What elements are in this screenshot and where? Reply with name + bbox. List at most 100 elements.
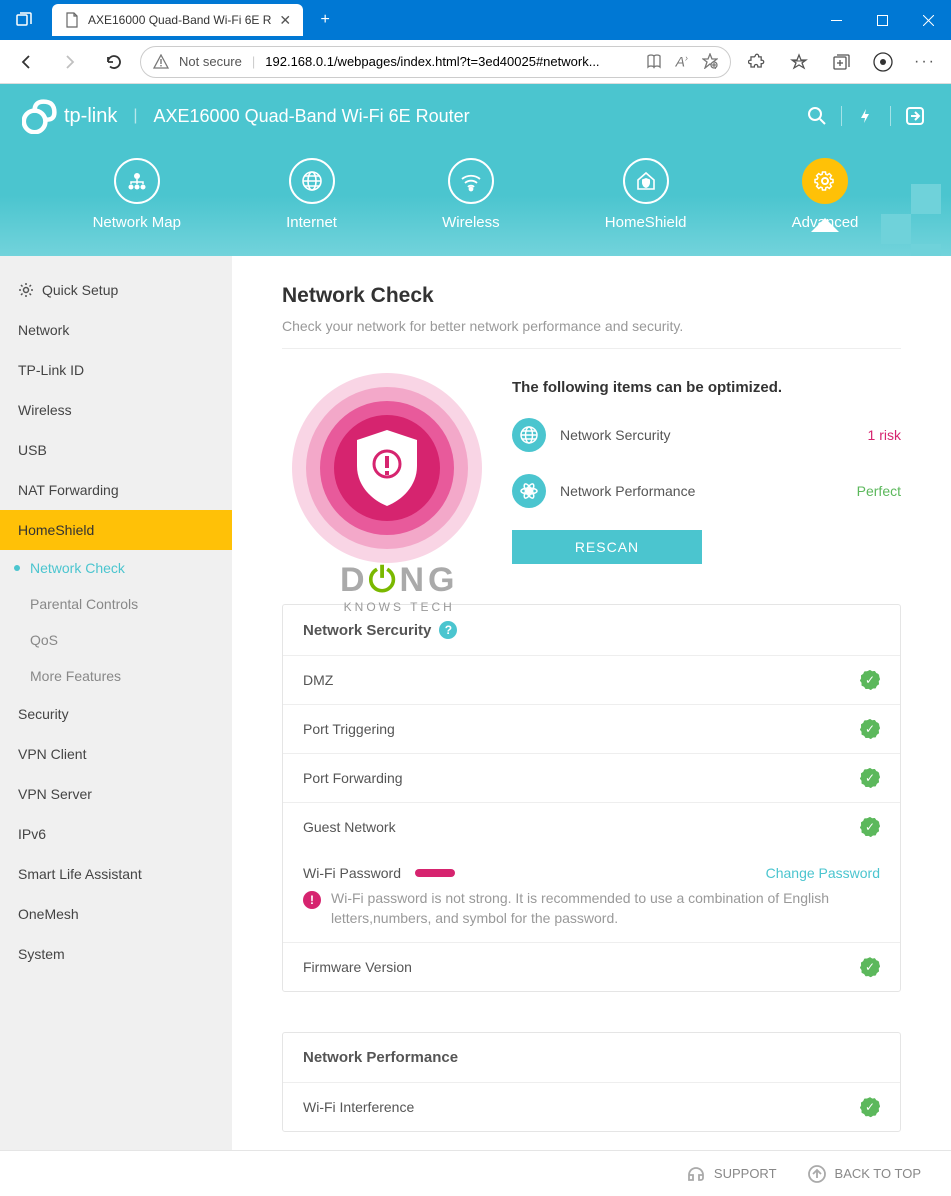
warning-icon: ! xyxy=(303,891,321,909)
app-header: tp-link | AXE16000 Quad-Band Wi-Fi 6E Ro… xyxy=(0,84,951,256)
favorites-icon[interactable] xyxy=(781,44,817,80)
home-shield-icon xyxy=(623,158,669,204)
sidebar: Quick SetupNetworkTP-Link IDWirelessUSBN… xyxy=(0,256,232,1150)
forward-button[interactable] xyxy=(52,44,88,80)
ok-badge: ✓ xyxy=(860,957,880,977)
sidebar-item-usb[interactable]: USB xyxy=(0,430,232,470)
check-row: Wi-Fi Interference✓ xyxy=(283,1083,900,1131)
browser-tab[interactable]: AXE16000 Quad-Band Wi-Fi 6E R ✕ xyxy=(52,4,303,36)
gear-icon xyxy=(802,158,848,204)
profile-icon[interactable] xyxy=(865,44,901,80)
optimize-row: Network Sercurity1 risk xyxy=(512,418,901,452)
globe-icon xyxy=(512,418,546,452)
support-link[interactable]: SUPPORT xyxy=(686,1164,777,1184)
sitemap-icon xyxy=(114,158,160,204)
optimize-row: Network PerformancePerfect xyxy=(512,474,901,508)
sidebar-sub-qos[interactable]: QoS xyxy=(0,622,232,658)
refresh-button[interactable] xyxy=(96,44,132,80)
text-size-icon[interactable]: A› xyxy=(676,53,688,70)
page-subtitle: Check your network for better network pe… xyxy=(282,318,901,349)
sidebar-sub-more-features[interactable]: More Features xyxy=(0,658,232,694)
gear-icon xyxy=(18,282,34,298)
optimize-title: The following items can be optimized. xyxy=(512,379,901,396)
tab-close-button[interactable]: ✕ xyxy=(279,12,291,29)
collections-icon[interactable] xyxy=(823,44,859,80)
change-password-link[interactable]: Change Password xyxy=(766,865,880,881)
ok-badge: ✓ xyxy=(860,1097,880,1117)
brand-logo: tp-link xyxy=(22,98,117,134)
scan-radar-graphic xyxy=(292,373,482,563)
not-secure-label: Not secure xyxy=(179,54,242,69)
sidebar-item-wireless[interactable]: Wireless xyxy=(0,390,232,430)
performance-panel-title: Network Performance xyxy=(303,1049,458,1066)
extensions-icon[interactable] xyxy=(739,44,775,80)
sidebar-item-quick-setup[interactable]: Quick Setup xyxy=(0,270,232,310)
nav-internet[interactable]: Internet xyxy=(286,158,337,231)
sidebar-item-ipv6[interactable]: IPv6 xyxy=(0,814,232,854)
security-panel: Network Sercurity ? DMZ✓Port Triggering✓… xyxy=(282,604,901,992)
sidebar-item-homeshield[interactable]: HomeShield xyxy=(0,510,232,550)
new-tab-button[interactable]: + xyxy=(309,4,341,36)
sidebar-item-tp-link-id[interactable]: TP-Link ID xyxy=(0,350,232,390)
browser-toolbar: Not secure | 192.168.0.1/webpages/index.… xyxy=(0,40,951,84)
wifi-icon xyxy=(448,158,494,204)
arrow-up-icon xyxy=(807,1164,827,1184)
check-row: Guest Network✓ xyxy=(283,803,900,851)
wifi-password-row: Wi-Fi Password Change Password ! Wi-Fi p… xyxy=(283,851,900,943)
sidebar-item-nat-forwarding[interactable]: NAT Forwarding xyxy=(0,470,232,510)
favorite-icon[interactable] xyxy=(702,53,718,69)
security-panel-title: Network Sercurity xyxy=(303,622,431,639)
logout-icon[interactable] xyxy=(901,102,929,130)
back-button[interactable] xyxy=(8,44,44,80)
address-bar[interactable]: Not secure | 192.168.0.1/webpages/index.… xyxy=(140,46,731,78)
headset-icon xyxy=(686,1164,706,1184)
nav-network-map[interactable]: Network Map xyxy=(93,158,181,231)
wifi-password-label: Wi-Fi Password xyxy=(303,865,401,881)
sidebar-item-onemesh[interactable]: OneMesh xyxy=(0,894,232,934)
menu-button[interactable]: ··· xyxy=(907,44,943,80)
rescan-button[interactable]: RESCAN xyxy=(512,530,702,564)
page-footer: SUPPORT BACK TO TOP xyxy=(0,1150,951,1196)
shield-icon xyxy=(352,428,422,508)
page-title: Network Check xyxy=(282,284,901,308)
sidebar-sub-parental-controls[interactable]: Parental Controls xyxy=(0,586,232,622)
search-icon[interactable] xyxy=(803,102,831,130)
tab-title: AXE16000 Quad-Band Wi-Fi 6E R xyxy=(88,13,271,27)
sidebar-item-system[interactable]: System xyxy=(0,934,232,974)
sidebar-item-network[interactable]: Network xyxy=(0,310,232,350)
sidebar-item-security[interactable]: Security xyxy=(0,694,232,734)
sidebar-sub-network-check[interactable]: Network Check xyxy=(0,550,232,586)
ok-badge: ✓ xyxy=(860,817,880,837)
ok-badge: ✓ xyxy=(860,670,880,690)
main-content: Network Check Check your network for bet… xyxy=(232,256,951,1150)
check-row: Port Forwarding✓ xyxy=(283,754,900,803)
top-navigation: Network Map Internet Wireless HomeShield Adv… xyxy=(0,148,951,256)
document-icon xyxy=(64,12,80,28)
sidebar-item-smart-life-assistant[interactable]: Smart Life Assistant xyxy=(0,854,232,894)
check-row: DMZ✓ xyxy=(283,656,900,705)
not-secure-icon xyxy=(153,54,169,70)
firmware-row: Firmware Version ✓ xyxy=(283,943,900,991)
back-to-top-link[interactable]: BACK TO TOP xyxy=(807,1164,921,1184)
maximize-button[interactable] xyxy=(859,0,905,40)
nav-wireless[interactable]: Wireless xyxy=(442,158,500,231)
check-row: Port Triggering✓ xyxy=(283,705,900,754)
sidebar-item-vpn-client[interactable]: VPN Client xyxy=(0,734,232,774)
performance-panel: Network Performance Wi-Fi Interference✓ xyxy=(282,1032,901,1132)
nav-advanced[interactable]: Advanced xyxy=(792,158,859,231)
password-strength-bar xyxy=(415,869,455,877)
globe-icon xyxy=(289,158,335,204)
wifi-warning-text: Wi-Fi password is not strong. It is reco… xyxy=(331,889,880,928)
close-window-button[interactable] xyxy=(905,0,951,40)
tabs-overview-button[interactable] xyxy=(0,0,48,40)
nav-homeshield[interactable]: HomeShield xyxy=(605,158,687,231)
help-icon[interactable]: ? xyxy=(439,621,457,639)
sidebar-item-vpn-server[interactable]: VPN Server xyxy=(0,774,232,814)
product-name: AXE16000 Quad-Band Wi-Fi 6E Router xyxy=(154,106,470,127)
reader-icon[interactable] xyxy=(646,53,662,69)
url-text: 192.168.0.1/webpages/index.html?t=3ed400… xyxy=(265,54,599,69)
atom-icon xyxy=(512,474,546,508)
ok-badge: ✓ xyxy=(860,768,880,788)
led-icon[interactable] xyxy=(852,102,880,130)
minimize-button[interactable] xyxy=(813,0,859,40)
